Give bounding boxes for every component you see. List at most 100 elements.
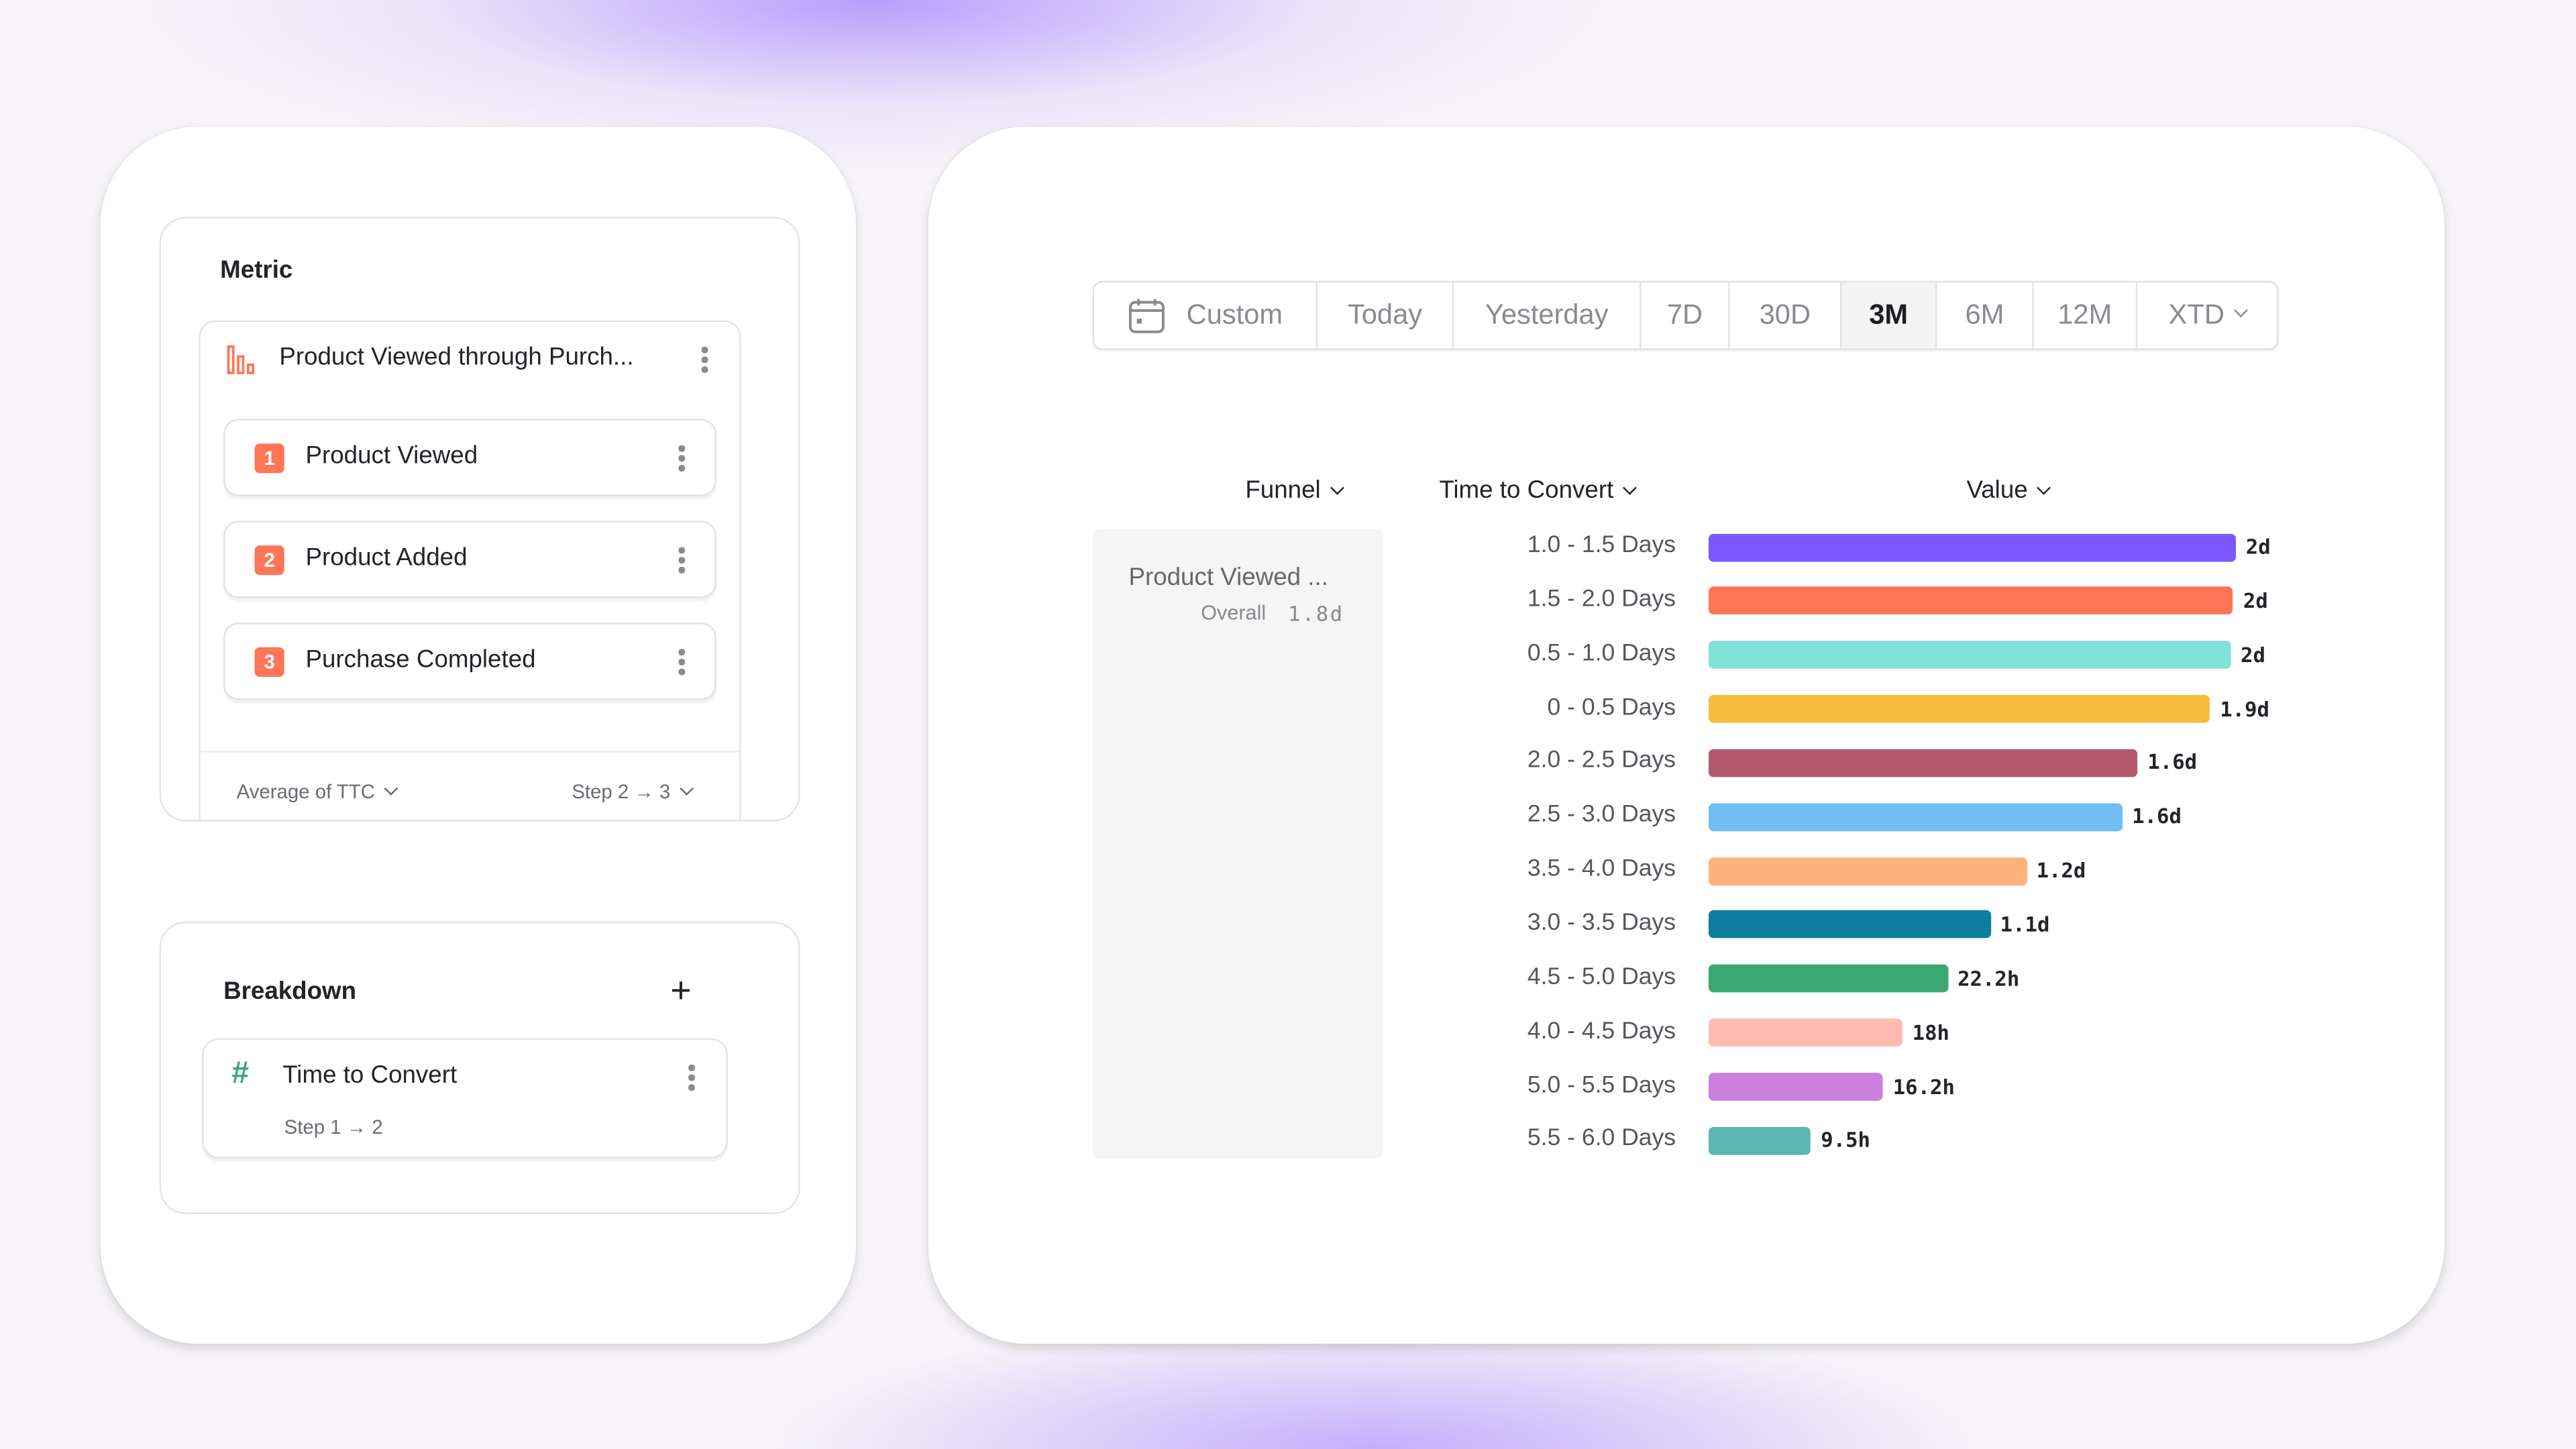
bar[interactable] <box>1708 587 2234 615</box>
date-option-3m[interactable]: 3M <box>1841 282 1937 349</box>
value-column-header[interactable]: Value <box>1966 476 2051 504</box>
breakdown-item-label: Time to Convert <box>282 1061 458 1089</box>
step-number-badge: 2 <box>254 545 284 576</box>
value-label: 2d <box>2243 588 2268 613</box>
date-range-picker: Custom Today Yesterday 7D 30D 3M 6M 12M XTD <box>1092 280 2279 350</box>
aggregation-label: Average of TTC <box>236 780 376 804</box>
category-label: 2.5 - 3.0 Days <box>1527 802 1676 828</box>
funnel-column-header[interactable]: Funnel <box>1245 476 1344 504</box>
date-option-label: Today <box>1347 299 1423 331</box>
overall-value: 1.8d <box>1288 601 1344 627</box>
funnel-step[interactable]: 1 Product Viewed <box>223 419 716 496</box>
value-label: 2d <box>2241 641 2265 667</box>
date-option-label: Yesterday <box>1485 299 1609 331</box>
step-number-badge: 1 <box>254 443 284 474</box>
calendar-icon <box>1129 299 1165 333</box>
add-breakdown-button[interactable]: + <box>670 969 692 1011</box>
category-label: 2.0 - 2.5 Days <box>1527 748 1676 775</box>
category-label: 3.0 - 3.5 Days <box>1527 910 1676 936</box>
date-option-6m[interactable]: 6M <box>1937 282 2034 349</box>
category-label: 5.0 - 5.5 Days <box>1527 1071 1676 1099</box>
breakdown-more-icon[interactable] <box>688 1064 695 1094</box>
funnel-cell-name: Product Viewed ... <box>1128 564 1328 592</box>
step-more-icon[interactable] <box>678 547 685 577</box>
bar[interactable] <box>1708 965 1948 993</box>
date-option-today[interactable]: Today <box>1318 282 1454 349</box>
bar[interactable] <box>1708 695 2210 723</box>
funnel-step[interactable]: 3 Purchase Completed <box>223 623 716 700</box>
bar[interactable] <box>1708 1018 1902 1047</box>
footer-divider <box>200 751 740 753</box>
step-more-icon[interactable] <box>678 445 685 475</box>
bar[interactable] <box>1708 533 2237 561</box>
value-label: 1.2d <box>2036 857 2086 883</box>
metric-panel: Metric Product Viewed through Purch... 1… <box>159 217 800 822</box>
ttc-column-header[interactable]: Time to Convert <box>1439 476 1638 504</box>
bar[interactable] <box>1708 857 2027 885</box>
chevron-down-icon <box>384 782 398 796</box>
date-option-30d[interactable]: 30D <box>1730 282 1842 349</box>
category-label: 0 - 0.5 Days <box>1547 694 1676 721</box>
value-label: 18h <box>1912 1019 1949 1044</box>
date-option-7d[interactable]: 7D <box>1642 282 1730 349</box>
category-label: 4.5 - 5.0 Days <box>1527 964 1676 991</box>
date-option-label: 3M <box>1869 299 1909 331</box>
step-range-label: Step 2 → 3 <box>572 780 671 804</box>
date-option-12m[interactable]: 12M <box>2034 282 2138 349</box>
step-label: Purchase Completed <box>305 645 536 674</box>
funnel-name[interactable]: Product Viewed through Purch... <box>279 343 634 372</box>
funnel-more-icon[interactable] <box>701 346 708 376</box>
chevron-down-icon <box>1330 480 1344 495</box>
funnel-chart-icon <box>227 345 254 374</box>
value-header-label: Value <box>1966 476 2028 504</box>
funnel-metric-box: Product Viewed through Purch... 1 Product… <box>199 320 741 820</box>
breakdown-item[interactable]: # Time to Convert Step 1 → 2 <box>202 1038 728 1159</box>
value-label: 9.5h <box>1821 1127 1870 1152</box>
date-option-label: 7D <box>1666 299 1703 331</box>
bar[interactable] <box>1708 1073 1884 1101</box>
date-option-label: XTD <box>2168 299 2224 331</box>
hash-icon: # <box>231 1056 250 1091</box>
date-option-xtd[interactable]: XTD <box>2137 282 2277 348</box>
value-label: 16.2h <box>1892 1073 1955 1099</box>
chevron-down-icon <box>2037 480 2051 495</box>
aggregation-dropdown[interactable]: Average of TTC <box>236 780 398 804</box>
chevron-down-icon <box>1623 480 1638 495</box>
value-label: 1.6d <box>2147 749 2198 775</box>
bar[interactable] <box>1708 749 2138 777</box>
step-number-badge: 3 <box>254 647 284 677</box>
step-more-icon[interactable] <box>678 649 685 678</box>
value-label: 1.1d <box>2000 912 2050 936</box>
funnel-cell: Product Viewed ... Overall 1.8d <box>1092 529 1384 1159</box>
overall-label: Overall <box>1201 601 1267 625</box>
funnel-step[interactable]: 2 Product Added <box>223 521 716 598</box>
date-option-label: 30D <box>1759 299 1811 331</box>
funnel-header-label: Funnel <box>1245 476 1321 504</box>
category-label: 1.0 - 1.5 Days <box>1527 532 1676 559</box>
category-label: 5.5 - 6.0 Days <box>1527 1126 1676 1152</box>
value-label: 1.9d <box>2220 696 2269 721</box>
category-label: 1.5 - 2.0 Days <box>1527 586 1676 613</box>
bar[interactable] <box>1708 802 2123 831</box>
metric-title: Metric <box>220 256 293 284</box>
chevron-down-icon <box>680 782 694 796</box>
value-label: 22.2h <box>1957 965 2020 991</box>
ttc-header-label: Time to Convert <box>1439 476 1614 504</box>
step-range-dropdown[interactable]: Step 2 → 3 <box>572 780 694 804</box>
bar[interactable] <box>1708 910 1990 939</box>
breakdown-panel: Breakdown + # Time to Convert Step 1 → 2 <box>159 921 800 1214</box>
breakdown-title: Breakdown <box>223 977 357 1006</box>
date-option-label: 12M <box>2057 299 2112 331</box>
step-label: Product Added <box>305 543 468 572</box>
category-label: 0.5 - 1.0 Days <box>1527 640 1676 667</box>
value-label: 2d <box>2245 533 2271 559</box>
date-option-custom[interactable]: Custom <box>1094 282 1318 349</box>
category-label: 4.0 - 4.5 Days <box>1527 1018 1676 1044</box>
step-label: Product Viewed <box>305 441 478 470</box>
date-option-label: Custom <box>1186 299 1283 331</box>
bar[interactable] <box>1708 1126 1811 1155</box>
date-option-yesterday[interactable]: Yesterday <box>1454 282 1642 349</box>
category-label: 3.5 - 4.0 Days <box>1527 856 1676 883</box>
breakdown-item-sub: Step 1 → 2 <box>284 1115 383 1139</box>
bar[interactable] <box>1708 641 2231 669</box>
